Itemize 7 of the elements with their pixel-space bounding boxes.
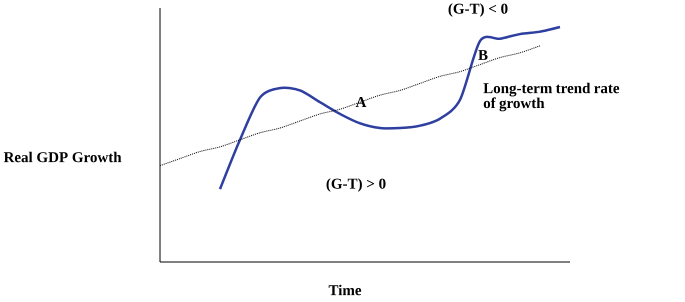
text: (G-T) < 0 bbox=[448, 3, 508, 17]
annotation: (G-T) > 0 bbox=[326, 178, 386, 192]
annotation: A bbox=[356, 97, 366, 107]
x-axis-title: Time bbox=[328, 284, 362, 296]
annotation: B bbox=[478, 50, 488, 60]
y-axis-title: Real GDP Growth bbox=[4, 152, 122, 162]
annotation: Long-term trend rate of growth bbox=[483, 82, 620, 112]
